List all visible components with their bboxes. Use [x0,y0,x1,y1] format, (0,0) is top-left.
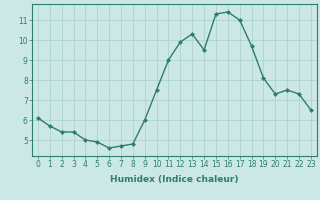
X-axis label: Humidex (Indice chaleur): Humidex (Indice chaleur) [110,175,239,184]
